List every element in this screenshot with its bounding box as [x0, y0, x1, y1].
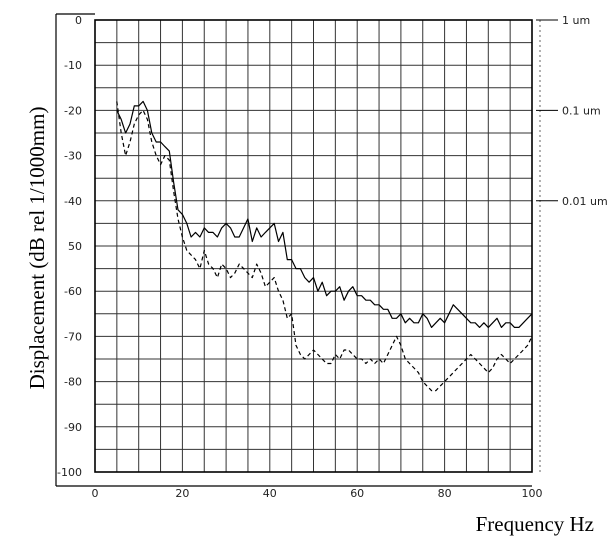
plot-frame	[55, 13, 541, 487]
y-tick-label: -70	[64, 330, 82, 343]
marker-label: 1 um	[562, 14, 590, 27]
plot-border	[94, 19, 533, 473]
x-tick-labels: 0 20 40 60 80 100	[92, 487, 543, 500]
x-tick-label: 0	[92, 487, 99, 500]
marker-label: 0.01 um	[562, 195, 608, 208]
y-tick-label: -30	[64, 150, 82, 163]
right-markers: 1 um 0.1 um 0.01 um	[536, 14, 608, 208]
plot-grid	[94, 19, 533, 473]
series-layer	[116, 100, 533, 392]
marker-label: 0.1 um	[562, 104, 601, 117]
y-axis-label: Displacement (dB rel 1/1000mm)	[25, 107, 49, 390]
x-axis-label: Frequency Hz	[476, 512, 594, 536]
y-tick-label: -80	[64, 376, 82, 389]
y-tick-label: -10	[64, 59, 82, 72]
series-line-solid	[116, 100, 533, 328]
x-tick-label: 20	[175, 487, 189, 500]
series-line-dashed	[116, 101, 533, 392]
x-tick-label: 80	[438, 487, 452, 500]
y-tick-label: -40	[64, 195, 82, 208]
y-tick-label: -60	[64, 285, 82, 298]
y-tick-label: 0	[75, 14, 82, 27]
x-tick-label: 40	[263, 487, 277, 500]
x-tick-label: 100	[522, 487, 543, 500]
y-tick-label: -20	[64, 104, 82, 117]
y-tick-label: -90	[64, 421, 82, 434]
x-tick-label: 60	[350, 487, 364, 500]
y-tick-label: -100	[57, 466, 82, 479]
y-tick-labels: 0 -10 -20 -30 -40 50 -60 -70 -80 -90 -100	[57, 14, 82, 479]
y-tick-label: 50	[68, 240, 82, 253]
